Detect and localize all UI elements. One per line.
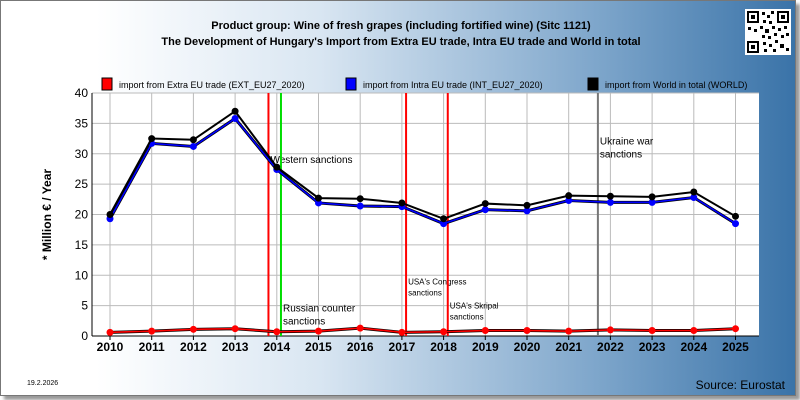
qr-code-icon: [745, 9, 791, 55]
data-point: [440, 328, 448, 336]
data-point: [481, 200, 489, 208]
annotation-label: sanctions: [600, 150, 642, 161]
data-point: [732, 212, 739, 220]
x-tick-label: 2024: [680, 340, 707, 354]
y-axis-label: * Million € / Year: [40, 169, 54, 260]
data-point: [523, 327, 531, 335]
x-tick-label: 2021: [555, 340, 582, 354]
data-point: [315, 327, 322, 335]
data-point: [690, 327, 698, 335]
data-point: [648, 327, 656, 335]
legend-swatch: [587, 77, 599, 91]
data-point: [148, 135, 156, 143]
x-tick-label: 2018: [430, 340, 457, 354]
data-point: [606, 326, 614, 334]
y-tick-label: 10: [75, 268, 89, 282]
annotation-label: Western sanctions: [270, 155, 352, 166]
data-point: [315, 194, 322, 202]
annotation-label: Russian counter: [283, 304, 356, 315]
data-point: [148, 327, 156, 335]
data-point: [648, 193, 656, 201]
x-tick-label: 2013: [222, 340, 249, 354]
legend-label: import from Intra EU trade (INT_EU27_202…: [363, 80, 543, 90]
data-point: [356, 202, 364, 210]
x-tick-label: 2015: [305, 340, 332, 354]
x-tick-label: 2023: [639, 340, 666, 354]
annotation-label: sanctions: [408, 288, 442, 297]
y-tick-label: 20: [75, 208, 89, 222]
data-point: [273, 163, 281, 171]
x-tick-label: 2010: [97, 340, 124, 354]
x-tick-label: 2011: [139, 340, 165, 354]
data-point: [356, 324, 364, 332]
data-point: [398, 328, 406, 336]
data-point: [481, 327, 489, 335]
data-point: [606, 192, 614, 200]
data-point: [565, 327, 573, 335]
chart-title-line-2: The Development of Hungary's Import from…: [161, 36, 641, 48]
legend-label: import from Extra EU trade (EXT_EU27_202…: [119, 80, 305, 90]
y-tick-label: 15: [75, 238, 89, 252]
y-tick-label: 35: [75, 116, 89, 130]
y-tick-label: 40: [75, 86, 89, 100]
legend-swatch: [345, 77, 357, 91]
x-tick-label: 2017: [389, 340, 416, 354]
legend-swatch: [101, 77, 113, 91]
x-tick-label: 2022: [597, 340, 624, 354]
series-line: [109, 117, 736, 225]
y-tick-label: 5: [81, 299, 88, 313]
y-tick-label: 30: [75, 147, 89, 161]
data-point: [106, 211, 114, 218]
chart-title-line-1: Product group: Wine of fresh grapes (inc…: [211, 20, 591, 32]
y-tick-label: 0: [81, 329, 88, 343]
x-tick-label: 2025: [722, 340, 749, 354]
data-point: [481, 206, 489, 214]
data-point: [690, 188, 698, 196]
data-point: [273, 328, 281, 336]
data-point: [606, 198, 614, 206]
data-point: [398, 199, 406, 207]
data-point: [523, 201, 531, 209]
x-tick-label: 2012: [180, 340, 207, 354]
data-point: [565, 192, 573, 200]
data-point: [732, 325, 739, 333]
annotation-label: USA's Skripal: [450, 302, 499, 311]
data-point: [231, 325, 239, 333]
data-point: [440, 215, 448, 223]
data-point: [356, 195, 364, 203]
data-point: [106, 328, 114, 336]
annotation-label: Ukraine war: [600, 137, 654, 148]
legend-label: import from World in total (WORLD): [605, 80, 747, 90]
y-tick-label: 25: [75, 177, 89, 191]
data-point: [189, 142, 197, 150]
data-point: [189, 325, 197, 333]
data-point: [732, 220, 739, 228]
data-point: [231, 115, 239, 123]
annotation-label: USA's Congress: [408, 277, 466, 286]
date-stamp: 19.2.2026: [27, 380, 59, 387]
data-point: [189, 136, 197, 144]
annotation-label: sanctions: [450, 313, 484, 322]
series-line-world: [109, 109, 737, 220]
data-point: [231, 107, 239, 115]
annotation-label: sanctions: [283, 317, 325, 328]
x-tick-label: 2014: [263, 340, 290, 354]
series-line: [109, 327, 736, 334]
source-label: Source: Eurostat: [695, 378, 785, 392]
x-tick-label: 2019: [472, 340, 499, 354]
x-tick-label: 2016: [347, 340, 374, 354]
x-tick-label: 2020: [514, 340, 541, 354]
